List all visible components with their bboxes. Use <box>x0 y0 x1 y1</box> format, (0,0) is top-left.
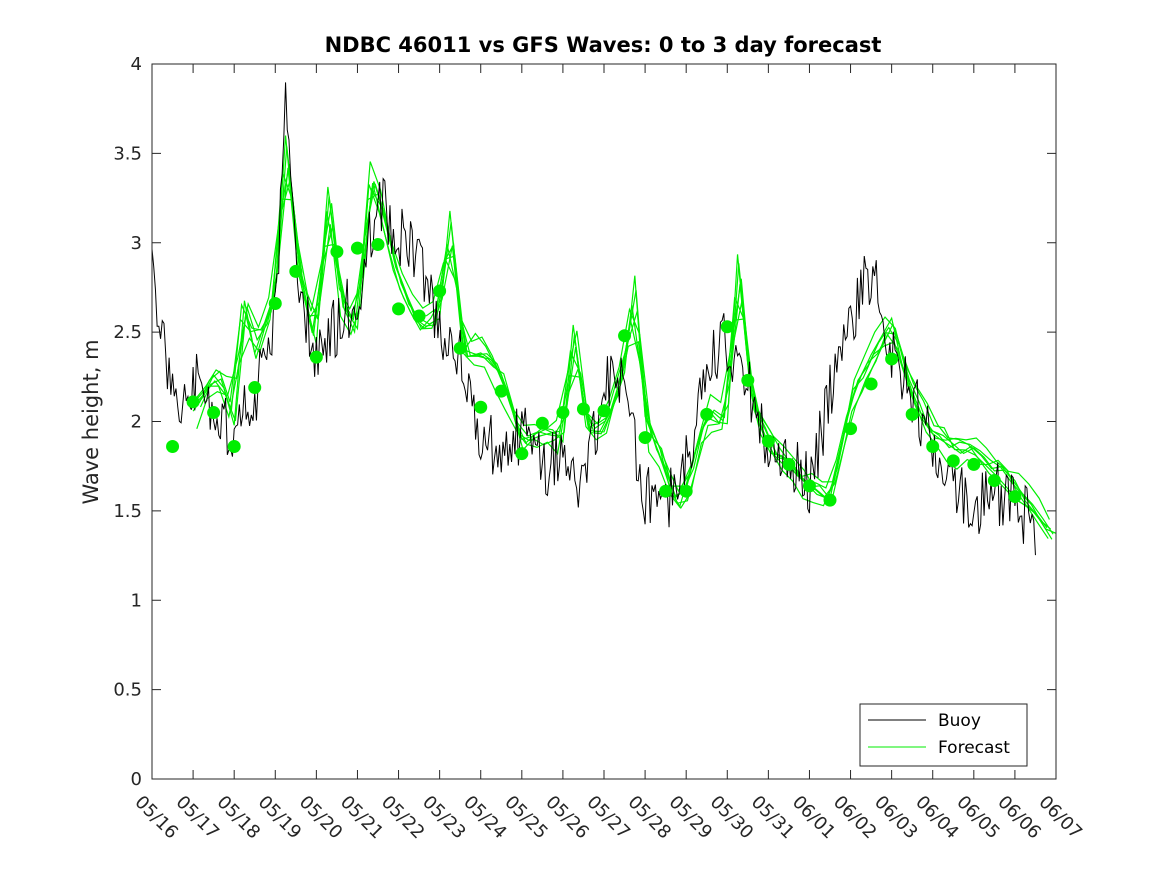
forecast-marker <box>823 493 837 507</box>
y-tick-label: 3 <box>131 233 142 254</box>
forecast-marker <box>885 352 899 366</box>
forecast-marker <box>967 457 981 471</box>
y-tick-label: 2.5 <box>113 322 142 343</box>
forecast-marker <box>597 404 611 418</box>
forecast-marker <box>946 454 960 468</box>
y-tick-label: 0.5 <box>113 680 142 701</box>
forecast-marker <box>679 484 693 498</box>
y-tick-label: 1 <box>131 590 142 611</box>
forecast-marker <box>576 402 590 416</box>
forecast-marker <box>638 431 652 445</box>
forecast-marker <box>741 373 755 387</box>
forecast-marker <box>926 440 940 454</box>
forecast-marker <box>248 381 262 395</box>
y-axis-label: Wave height, m <box>79 339 103 504</box>
forecast-marker <box>515 447 529 461</box>
forecast-marker <box>700 407 714 421</box>
y-axis-ticks: 0 0.5 1 1.5 2 2.5 3 3.5 4 <box>113 54 1056 790</box>
forecast-marker <box>535 416 549 430</box>
forecast-marker <box>289 264 303 278</box>
forecast-marker <box>350 241 364 255</box>
legend: Buoy Forecast <box>859 703 1028 767</box>
forecast-markers <box>166 238 1022 507</box>
forecast-marker <box>227 440 241 454</box>
forecast-marker <box>309 350 323 364</box>
forecast-marker <box>864 377 878 391</box>
y-tick-label: 0 <box>131 769 142 790</box>
forecast-marker <box>761 434 775 448</box>
y-tick-label: 1.5 <box>113 501 142 522</box>
forecast-marker <box>371 238 385 252</box>
forecast-marker <box>556 406 570 420</box>
forecast-marker <box>659 484 673 498</box>
forecast-marker <box>1008 490 1022 504</box>
forecast-marker <box>330 245 344 259</box>
forecast-marker <box>268 297 282 311</box>
forecast-marker <box>433 284 447 298</box>
y-tick-label: 2 <box>131 412 142 433</box>
forecast-marker <box>802 479 816 493</box>
legend-box <box>859 703 1028 767</box>
forecast-marker <box>987 473 1001 487</box>
legend-buoy-label: Buoy <box>938 711 981 731</box>
y-tick-label: 4 <box>131 54 142 75</box>
forecast-marker <box>474 400 488 414</box>
chart-title: NDBC 46011 vs GFS Waves: 0 to 3 day fore… <box>325 33 882 57</box>
forecast-marker <box>392 302 406 316</box>
forecast-marker <box>412 309 426 323</box>
forecast-marker <box>905 407 919 421</box>
forecast-marker <box>494 384 508 398</box>
forecast-marker <box>186 395 200 409</box>
forecast-marker <box>618 329 632 343</box>
forecast-marker <box>207 406 221 420</box>
forecast-marker <box>844 422 858 436</box>
forecast-line <box>199 172 1054 535</box>
forecast-marker <box>166 440 180 454</box>
forecast-marker <box>720 320 734 334</box>
forecast-marker <box>782 457 796 471</box>
legend-forecast-label: Forecast <box>938 738 1010 758</box>
forecast-marker <box>453 341 467 355</box>
y-tick-label: 3.5 <box>113 143 142 164</box>
